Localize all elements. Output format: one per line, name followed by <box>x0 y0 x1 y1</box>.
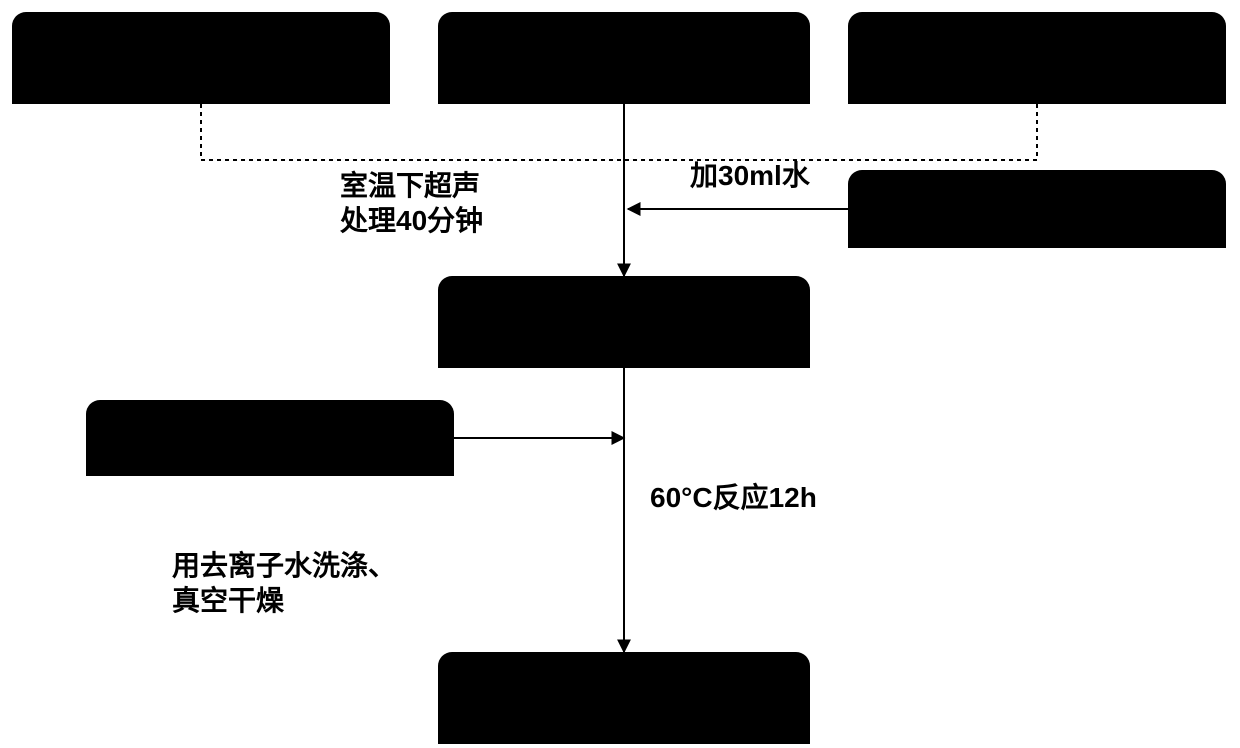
node-left-sub <box>86 400 454 476</box>
node-top-right <box>848 12 1226 104</box>
node-right-sub <box>848 170 1226 248</box>
label-reaction: 60°C反应12h <box>650 480 817 515</box>
label-add-water: 加30ml水 <box>690 158 810 193</box>
flowchart-connectors <box>0 0 1240 748</box>
node-top-mid <box>438 12 810 104</box>
label-ultrasonic: 室温下超声 处理40分钟 <box>340 168 483 238</box>
label-wash-dry: 用去离子水洗涤、 真空干燥 <box>172 548 396 618</box>
node-mid <box>438 276 810 368</box>
node-top-left <box>12 12 390 104</box>
node-bottom <box>438 652 810 744</box>
